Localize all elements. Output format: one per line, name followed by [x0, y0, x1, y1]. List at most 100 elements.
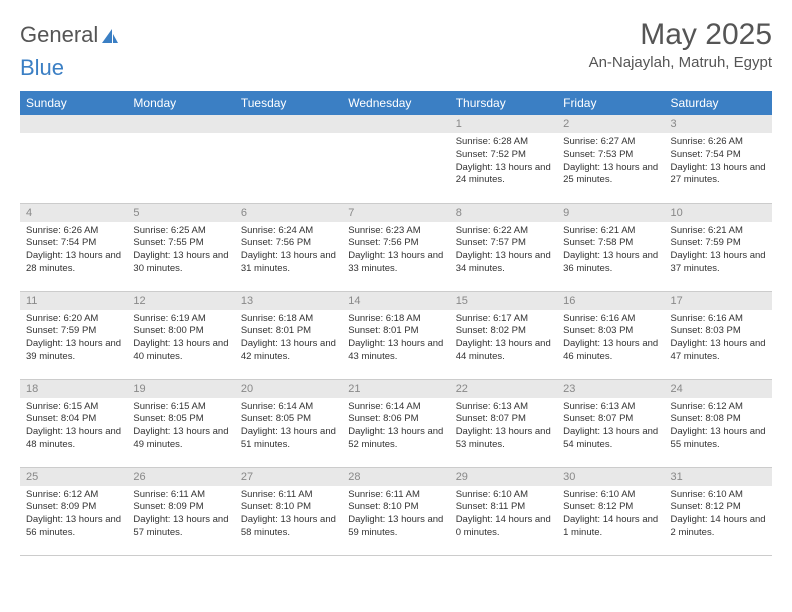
sunrise-text: Sunrise: 6:13 AM — [563, 401, 658, 414]
daylight-text: Daylight: 13 hours and 58 minutes. — [241, 514, 336, 540]
day-details: Sunrise: 6:25 AMSunset: 7:55 PMDaylight:… — [127, 222, 234, 282]
sunrise-text: Sunrise: 6:28 AM — [456, 136, 551, 149]
calendar-day-cell: 27Sunrise: 6:11 AMSunset: 8:10 PMDayligh… — [235, 467, 342, 555]
daylight-text: Daylight: 13 hours and 49 minutes. — [133, 426, 228, 452]
sunrise-text: Sunrise: 6:18 AM — [241, 313, 336, 326]
day-number: 9 — [557, 204, 664, 222]
calendar-day-cell: 7Sunrise: 6:23 AMSunset: 7:56 PMDaylight… — [342, 203, 449, 291]
day-number: 23 — [557, 380, 664, 398]
sunrise-text: Sunrise: 6:11 AM — [241, 489, 336, 502]
day-details: Sunrise: 6:11 AMSunset: 8:10 PMDaylight:… — [235, 486, 342, 546]
daylight-text: Daylight: 13 hours and 30 minutes. — [133, 250, 228, 276]
sunrise-text: Sunrise: 6:16 AM — [563, 313, 658, 326]
day-details: Sunrise: 6:17 AMSunset: 8:02 PMDaylight:… — [450, 310, 557, 370]
day-number: 25 — [20, 468, 127, 486]
daylight-text: Daylight: 13 hours and 54 minutes. — [563, 426, 658, 452]
daylight-text: Daylight: 13 hours and 47 minutes. — [671, 338, 766, 364]
day-details: Sunrise: 6:18 AMSunset: 8:01 PMDaylight:… — [342, 310, 449, 370]
sunset-text: Sunset: 7:59 PM — [671, 237, 766, 250]
sunrise-text: Sunrise: 6:10 AM — [671, 489, 766, 502]
day-number: 21 — [342, 380, 449, 398]
sunset-text: Sunset: 8:01 PM — [241, 325, 336, 338]
calendar-day-cell — [127, 115, 234, 203]
day-details: Sunrise: 6:15 AMSunset: 8:04 PMDaylight:… — [20, 398, 127, 458]
sunrise-text: Sunrise: 6:14 AM — [241, 401, 336, 414]
daylight-text: Daylight: 13 hours and 59 minutes. — [348, 514, 443, 540]
calendar-body: 1Sunrise: 6:28 AMSunset: 7:52 PMDaylight… — [20, 115, 772, 555]
calendar-day-cell: 2Sunrise: 6:27 AMSunset: 7:53 PMDaylight… — [557, 115, 664, 203]
daylight-text: Daylight: 13 hours and 48 minutes. — [26, 426, 121, 452]
calendar-day-cell: 17Sunrise: 6:16 AMSunset: 8:03 PMDayligh… — [665, 291, 772, 379]
sunset-text: Sunset: 8:07 PM — [456, 413, 551, 426]
sunrise-text: Sunrise: 6:19 AM — [133, 313, 228, 326]
daylight-text: Daylight: 13 hours and 39 minutes. — [26, 338, 121, 364]
calendar-week-row: 18Sunrise: 6:15 AMSunset: 8:04 PMDayligh… — [20, 379, 772, 467]
day-details: Sunrise: 6:10 AMSunset: 8:12 PMDaylight:… — [665, 486, 772, 546]
calendar-day-cell: 10Sunrise: 6:21 AMSunset: 7:59 PMDayligh… — [665, 203, 772, 291]
day-details: Sunrise: 6:14 AMSunset: 8:06 PMDaylight:… — [342, 398, 449, 458]
daylight-text: Daylight: 14 hours and 1 minute. — [563, 514, 658, 540]
day-details: Sunrise: 6:16 AMSunset: 8:03 PMDaylight:… — [557, 310, 664, 370]
day-number: 24 — [665, 380, 772, 398]
sunset-text: Sunset: 8:07 PM — [563, 413, 658, 426]
day-details: Sunrise: 6:12 AMSunset: 8:08 PMDaylight:… — [665, 398, 772, 458]
sunset-text: Sunset: 8:02 PM — [456, 325, 551, 338]
day-number: 26 — [127, 468, 234, 486]
day-number-empty — [235, 115, 342, 133]
daylight-text: Daylight: 13 hours and 25 minutes. — [563, 162, 658, 188]
location-text: An-Najaylah, Matruh, Egypt — [589, 54, 772, 71]
weekday-header: Friday — [557, 91, 664, 115]
day-details: Sunrise: 6:28 AMSunset: 7:52 PMDaylight:… — [450, 133, 557, 193]
calendar-day-cell: 23Sunrise: 6:13 AMSunset: 8:07 PMDayligh… — [557, 379, 664, 467]
daylight-text: Daylight: 13 hours and 27 minutes. — [671, 162, 766, 188]
sunset-text: Sunset: 8:03 PM — [563, 325, 658, 338]
calendar-table: SundayMondayTuesdayWednesdayThursdayFrid… — [20, 91, 772, 556]
day-details: Sunrise: 6:15 AMSunset: 8:05 PMDaylight:… — [127, 398, 234, 458]
calendar-day-cell: 8Sunrise: 6:22 AMSunset: 7:57 PMDaylight… — [450, 203, 557, 291]
day-details: Sunrise: 6:21 AMSunset: 7:59 PMDaylight:… — [665, 222, 772, 282]
daylight-text: Daylight: 13 hours and 40 minutes. — [133, 338, 228, 364]
day-number-empty — [20, 115, 127, 133]
day-details: Sunrise: 6:13 AMSunset: 8:07 PMDaylight:… — [557, 398, 664, 458]
daylight-text: Daylight: 13 hours and 52 minutes. — [348, 426, 443, 452]
day-details: Sunrise: 6:20 AMSunset: 7:59 PMDaylight:… — [20, 310, 127, 370]
sunset-text: Sunset: 8:03 PM — [671, 325, 766, 338]
logo-sail-icon — [100, 22, 120, 48]
sunset-text: Sunset: 7:58 PM — [563, 237, 658, 250]
day-details: Sunrise: 6:10 AMSunset: 8:12 PMDaylight:… — [557, 486, 664, 546]
day-details: Sunrise: 6:27 AMSunset: 7:53 PMDaylight:… — [557, 133, 664, 193]
calendar-day-cell — [235, 115, 342, 203]
daylight-text: Daylight: 13 hours and 46 minutes. — [563, 338, 658, 364]
sunrise-text: Sunrise: 6:10 AM — [563, 489, 658, 502]
day-number: 20 — [235, 380, 342, 398]
weekday-header: Monday — [127, 91, 234, 115]
day-details: Sunrise: 6:23 AMSunset: 7:56 PMDaylight:… — [342, 222, 449, 282]
day-number: 5 — [127, 204, 234, 222]
day-number: 30 — [557, 468, 664, 486]
daylight-text: Daylight: 13 hours and 34 minutes. — [456, 250, 551, 276]
day-number: 29 — [450, 468, 557, 486]
weekday-header: Saturday — [665, 91, 772, 115]
sunrise-text: Sunrise: 6:25 AM — [133, 225, 228, 238]
calendar-day-cell: 21Sunrise: 6:14 AMSunset: 8:06 PMDayligh… — [342, 379, 449, 467]
sunrise-text: Sunrise: 6:27 AM — [563, 136, 658, 149]
day-number: 3 — [665, 115, 772, 133]
sunrise-text: Sunrise: 6:21 AM — [671, 225, 766, 238]
day-number: 2 — [557, 115, 664, 133]
logo: General — [20, 18, 122, 48]
daylight-text: Daylight: 13 hours and 55 minutes. — [671, 426, 766, 452]
sunset-text: Sunset: 7:54 PM — [671, 149, 766, 162]
day-number-empty — [127, 115, 234, 133]
day-number: 8 — [450, 204, 557, 222]
calendar-day-cell: 25Sunrise: 6:12 AMSunset: 8:09 PMDayligh… — [20, 467, 127, 555]
day-number: 17 — [665, 292, 772, 310]
calendar-day-cell: 3 Sunrise: 6:26 AMSunset: 7:54 PMDaylight… — [665, 115, 772, 203]
month-title: May 2025 — [589, 18, 772, 52]
sunrise-text: Sunrise: 6:26 AM — [671, 136, 766, 149]
calendar-week-row: 11Sunrise: 6:20 AMSunset: 7:59 PMDayligh… — [20, 291, 772, 379]
sunset-text: Sunset: 8:01 PM — [348, 325, 443, 338]
daylight-text: Daylight: 13 hours and 56 minutes. — [26, 514, 121, 540]
day-details: Sunrise: 6:12 AMSunset: 8:09 PMDaylight:… — [20, 486, 127, 546]
sunset-text: Sunset: 8:09 PM — [26, 501, 121, 514]
day-details: Sunrise: 6:26 AMSunset: 7:54 PMDaylight:… — [20, 222, 127, 282]
